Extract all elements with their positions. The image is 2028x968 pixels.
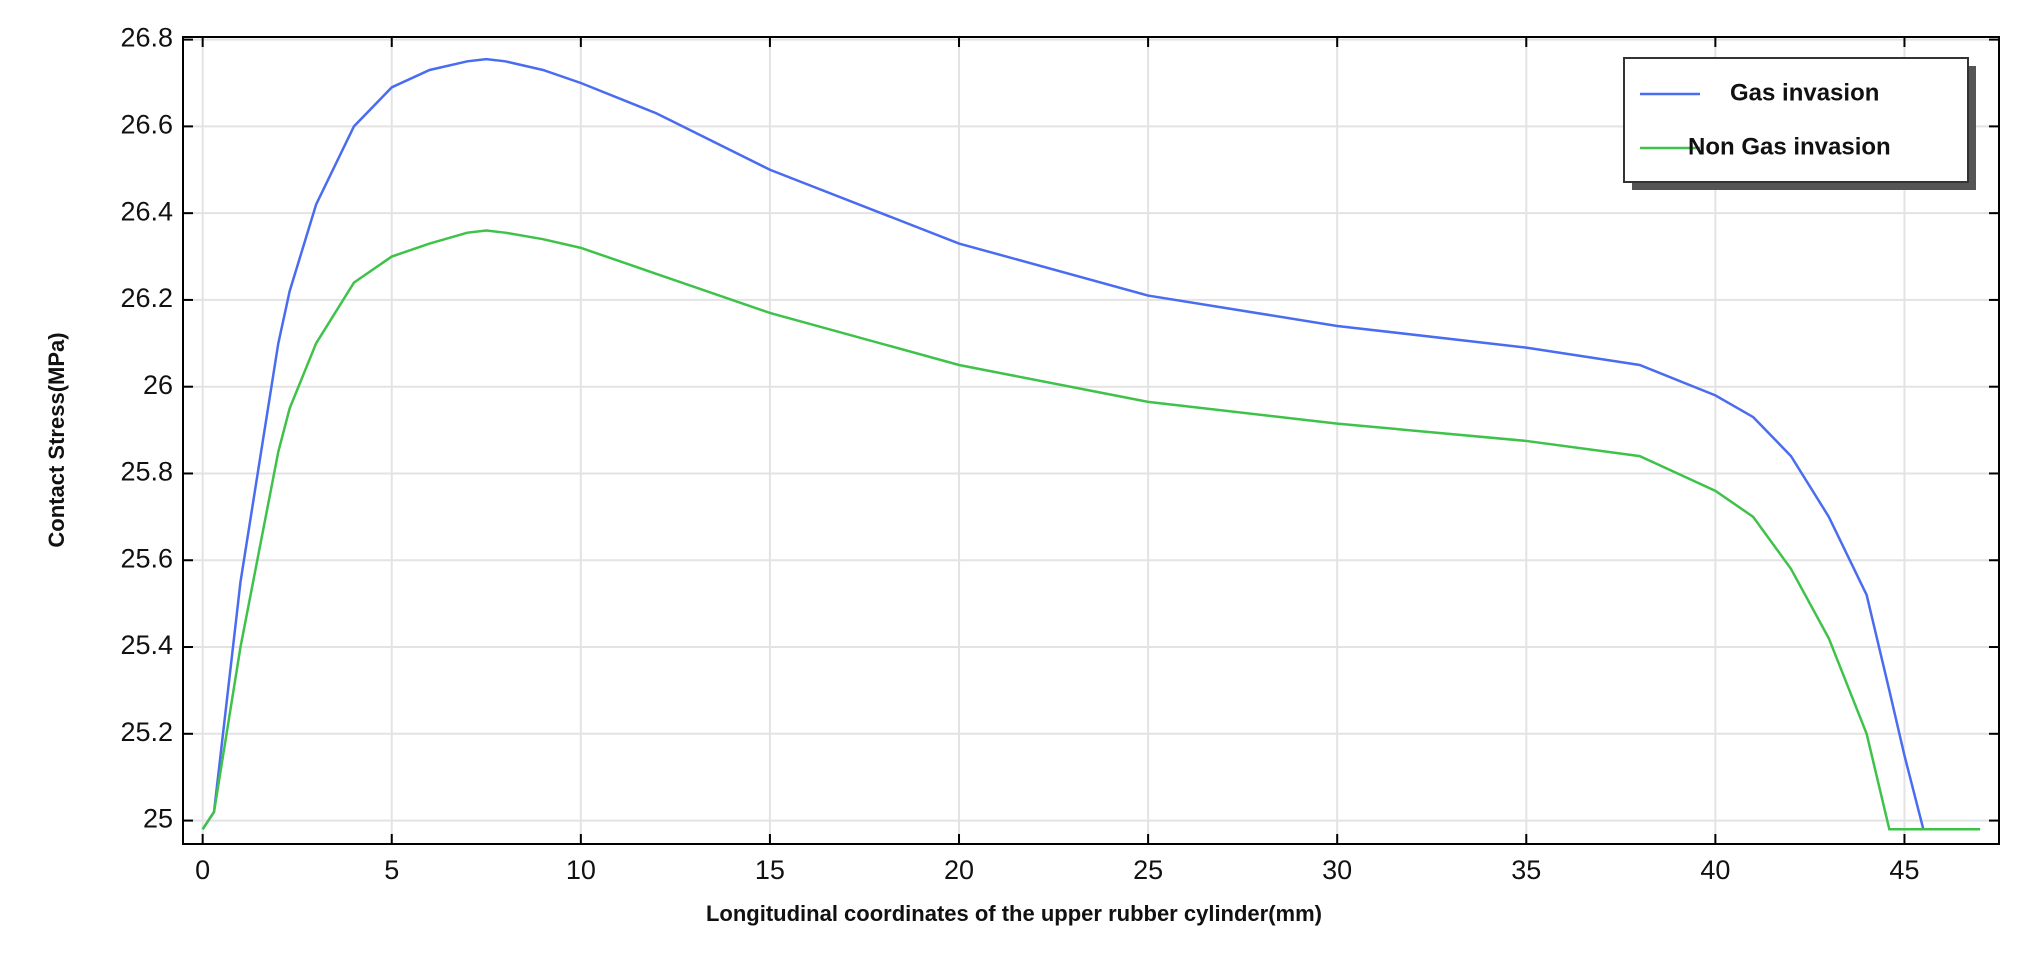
y-axis-label: Contact Stress(MPa) (44, 332, 69, 547)
x-tick-label: 15 (755, 855, 785, 885)
x-tick-label: 45 (1889, 855, 1919, 885)
x-tick-label: 20 (944, 855, 974, 885)
x-tick-label: 25 (1133, 855, 1163, 885)
legend-box (1623, 57, 1969, 183)
data-line (201, 229, 1981, 831)
y-tick-label: 26.8 (120, 23, 173, 53)
legend: Gas invasion Non Gas invasion (1623, 57, 1976, 190)
y-tick-label: 26.4 (120, 196, 173, 226)
plot-frame (182, 36, 2000, 845)
x-tick-label: 0 (195, 855, 210, 885)
x-tick-label: 30 (1322, 855, 1352, 885)
y-tick-label: 25.8 (120, 457, 173, 487)
y-tick-label: 25.4 (120, 630, 173, 660)
y-tick-label: 26.2 (120, 283, 173, 313)
y-tick-label: 25.6 (120, 543, 173, 573)
y-tick-label: 25.2 (120, 717, 173, 747)
y-tick-label: 25 (143, 804, 173, 834)
legend-label: Gas invasion (1730, 79, 1879, 106)
legend-label: Non Gas invasion (1688, 133, 1891, 160)
x-axis-label: Longitudinal coordinates of the upper ru… (706, 901, 1322, 926)
grid: 25 25.2 25.4 25.6 25.8 26 26.2 26.4 26.6 26.8 0 5 10… (120, 23, 1999, 885)
x-tick-label: 40 (1700, 855, 1730, 885)
y-tick-label: 26.6 (120, 110, 173, 140)
x-tick-label: 35 (1511, 855, 1541, 885)
data-line (201, 57, 1981, 831)
plot-lines (201, 57, 1981, 831)
y-tick-label: 26 (143, 370, 173, 400)
x-tick-label: 10 (566, 855, 596, 885)
x-tick-label: 5 (384, 855, 399, 885)
